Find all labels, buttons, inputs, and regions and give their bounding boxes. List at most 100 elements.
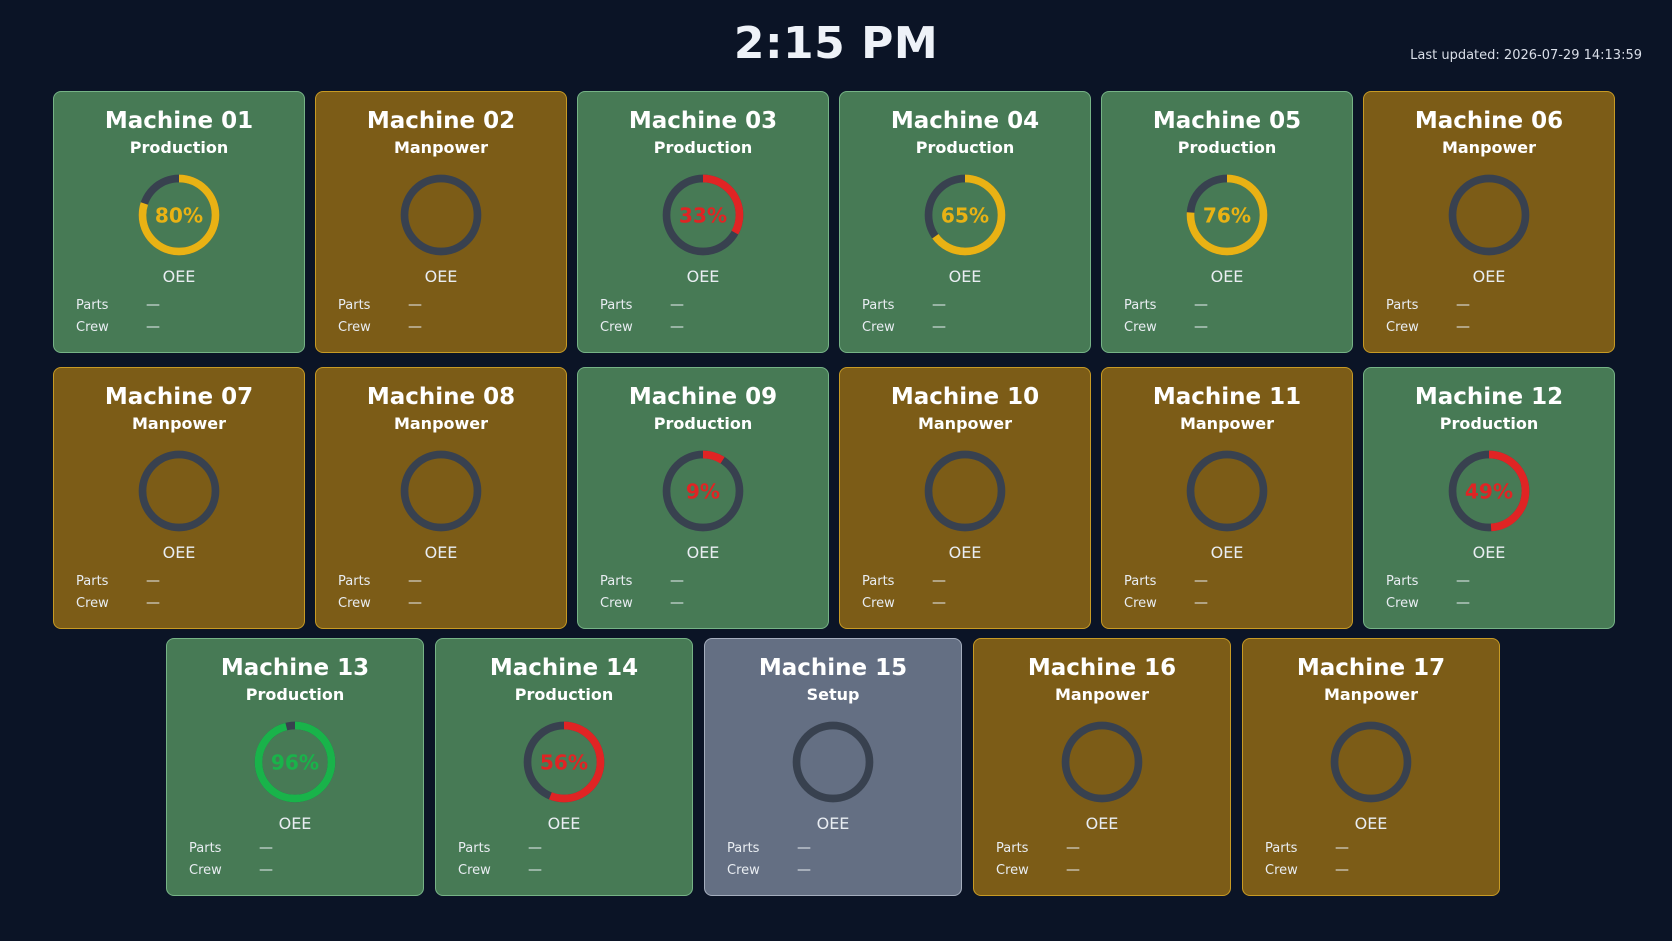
oee-value: 76% <box>1203 204 1251 228</box>
machine-card[interactable]: Machine 16 Manpower OEE Parts — Crew — <box>973 638 1231 896</box>
machine-metrics: Parts — Crew — <box>338 570 422 614</box>
gauge-arc <box>1186 174 1268 256</box>
crew-label: Crew <box>189 862 222 878</box>
oee-label: OEE <box>547 814 581 833</box>
machine-card[interactable]: Machine 01 Production 80% OEE Parts — Crew — <box>53 91 305 353</box>
parts-label: Parts <box>862 297 895 313</box>
oee-value: 96% <box>271 751 319 775</box>
crew-label: Crew <box>338 595 371 611</box>
machine-card[interactable]: Machine 07 Manpower OEE Parts — Crew — <box>53 367 305 629</box>
oee-label: OEE <box>1210 267 1244 286</box>
gauge-arc <box>662 450 744 532</box>
oee-gauge: 76% <box>1186 174 1268 256</box>
oee-value: 33% <box>679 204 727 228</box>
machine-metrics: Parts — Crew — <box>862 294 946 338</box>
crew-row: Crew — <box>458 859 542 881</box>
machine-metrics: Parts — Crew — <box>1124 570 1208 614</box>
machine-name: Machine 17 <box>1296 655 1446 681</box>
parts-label: Parts <box>1386 297 1419 313</box>
machine-metrics: Parts — Crew — <box>76 294 160 338</box>
oee-value: 56% <box>540 751 588 775</box>
oee-gauge <box>400 450 482 532</box>
parts-label: Parts <box>338 297 371 313</box>
last-updated: Last updated: 2026-07-29 14:13:59 <box>1410 48 1642 63</box>
machine-card[interactable]: Machine 03 Production 33% OEE Parts — Crew — <box>577 91 829 353</box>
oee-gauge: 56% <box>523 721 605 803</box>
oee-value: 9% <box>686 480 720 504</box>
machine-metrics: Parts — Crew — <box>1386 294 1470 338</box>
crew-row: Crew — <box>727 859 811 881</box>
parts-value: — <box>1456 297 1470 313</box>
machine-status: Production <box>245 685 345 704</box>
machine-name: Machine 07 <box>104 384 254 410</box>
crew-label: Crew <box>862 595 895 611</box>
machine-card[interactable]: Machine 06 Manpower OEE Parts — Crew — <box>1363 91 1615 353</box>
parts-row: Parts — <box>600 294 684 316</box>
gauge-arc <box>662 174 744 256</box>
parts-label: Parts <box>1124 297 1157 313</box>
machine-card[interactable]: Machine 09 Production 9% OEE Parts — Crew — <box>577 367 829 629</box>
crew-label: Crew <box>862 319 895 335</box>
crew-value: — <box>259 862 273 878</box>
oee-label: OEE <box>686 543 720 562</box>
machine-card[interactable]: Machine 17 Manpower OEE Parts — Crew — <box>1242 638 1500 896</box>
gauge-track <box>924 450 1006 532</box>
machine-card[interactable]: Machine 08 Manpower OEE Parts — Crew — <box>315 367 567 629</box>
oee-gauge <box>1330 721 1412 803</box>
machine-metrics: Parts — Crew — <box>458 837 542 881</box>
machine-card[interactable]: Machine 11 Manpower OEE Parts — Crew — <box>1101 367 1353 629</box>
parts-row: Parts — <box>338 294 422 316</box>
parts-row: Parts — <box>76 294 160 316</box>
machine-card[interactable]: Machine 12 Production 49% OEE Parts — Crew — <box>1363 367 1615 629</box>
parts-value: — <box>408 297 422 313</box>
crew-label: Crew <box>1124 319 1157 335</box>
oee-label: OEE <box>162 267 196 286</box>
parts-value: — <box>932 573 946 589</box>
oee-label: OEE <box>1085 814 1119 833</box>
machine-status: Production <box>915 138 1015 157</box>
oee-label: OEE <box>424 543 458 562</box>
machine-card[interactable]: Machine 10 Manpower OEE Parts — Crew — <box>839 367 1091 629</box>
parts-row: Parts — <box>1124 570 1208 592</box>
oee-value: 49% <box>1465 480 1513 504</box>
crew-row: Crew — <box>1124 592 1208 614</box>
machine-metrics: Parts — Crew — <box>600 570 684 614</box>
parts-label: Parts <box>996 840 1029 856</box>
parts-label: Parts <box>76 297 109 313</box>
machine-status: Manpower <box>917 414 1013 433</box>
crew-value: — <box>670 595 684 611</box>
oee-label: OEE <box>1354 814 1388 833</box>
crew-label: Crew <box>1265 862 1298 878</box>
machine-name: Machine 10 <box>890 384 1040 410</box>
oee-gauge <box>1448 174 1530 256</box>
machine-card[interactable]: Machine 02 Manpower OEE Parts — Crew — <box>315 91 567 353</box>
machine-card[interactable]: Machine 15 Setup OEE Parts — Crew — <box>704 638 962 896</box>
machine-metrics: Parts — Crew — <box>189 837 273 881</box>
machine-row-3: Machine 13 Production 96% OEE Parts — Crew — Mac… <box>0 638 1672 896</box>
crew-value: — <box>1335 862 1349 878</box>
machine-metrics: Parts — Crew — <box>76 570 160 614</box>
oee-gauge: 33% <box>662 174 744 256</box>
machine-card[interactable]: Machine 14 Production 56% OEE Parts — Crew — <box>435 638 693 896</box>
machine-name: Machine 15 <box>758 655 908 681</box>
machine-status: Manpower <box>393 138 489 157</box>
machine-card[interactable]: Machine 05 Production 76% OEE Parts — Crew — <box>1101 91 1353 353</box>
machine-name: Machine 11 <box>1152 384 1302 410</box>
machine-metrics: Parts — Crew — <box>1265 837 1349 881</box>
machine-metrics: Parts — Crew — <box>338 294 422 338</box>
machine-name: Machine 01 <box>104 108 254 134</box>
parts-row: Parts — <box>862 570 946 592</box>
parts-label: Parts <box>189 840 222 856</box>
oee-label: OEE <box>816 814 850 833</box>
machine-card[interactable]: Machine 13 Production 96% OEE Parts — Crew — <box>166 638 424 896</box>
parts-label: Parts <box>600 297 633 313</box>
parts-row: Parts — <box>1386 294 1470 316</box>
crew-value: — <box>146 319 160 335</box>
machine-card[interactable]: Machine 04 Production 65% OEE Parts — Crew — <box>839 91 1091 353</box>
parts-row: Parts — <box>1265 837 1349 859</box>
parts-value: — <box>670 297 684 313</box>
crew-label: Crew <box>1386 319 1419 335</box>
parts-label: Parts <box>600 573 633 589</box>
machine-status: Manpower <box>393 414 489 433</box>
crew-value: — <box>797 862 811 878</box>
